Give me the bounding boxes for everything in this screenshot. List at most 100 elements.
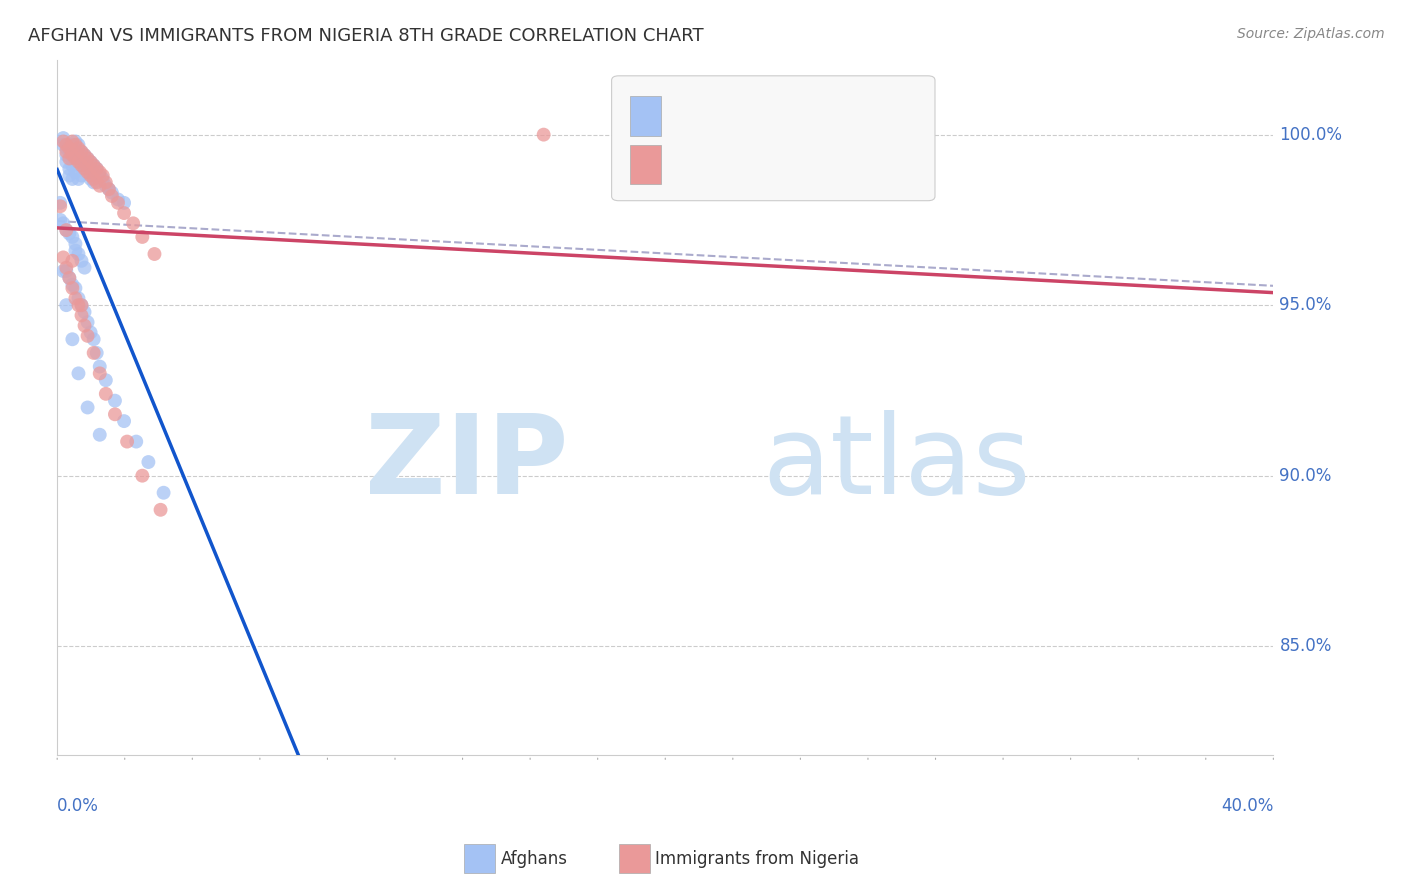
Point bbox=[58, 169, 80, 183]
Point bbox=[67, 155, 90, 169]
Point bbox=[52, 264, 75, 278]
Point bbox=[70, 155, 93, 169]
Point bbox=[70, 145, 93, 159]
Point bbox=[58, 141, 80, 155]
Point bbox=[112, 195, 135, 210]
Point bbox=[60, 332, 83, 346]
Point bbox=[76, 165, 98, 179]
Point bbox=[79, 155, 101, 169]
Point bbox=[143, 247, 166, 261]
Point bbox=[70, 298, 93, 312]
Point bbox=[79, 155, 101, 169]
Point bbox=[55, 145, 77, 159]
Point bbox=[73, 318, 96, 333]
Point bbox=[60, 152, 83, 166]
Point bbox=[67, 367, 90, 381]
Point bbox=[60, 277, 83, 292]
Point bbox=[83, 172, 105, 186]
Point bbox=[60, 172, 83, 186]
Point bbox=[55, 148, 77, 162]
Text: R =: R = bbox=[669, 153, 709, 171]
Point bbox=[55, 223, 77, 237]
Text: atlas: atlas bbox=[762, 409, 1031, 516]
Point bbox=[70, 158, 93, 172]
Text: 0.394: 0.394 bbox=[706, 153, 762, 171]
Point bbox=[58, 271, 80, 285]
Point bbox=[115, 434, 138, 449]
Point bbox=[55, 137, 77, 152]
Point bbox=[60, 148, 83, 162]
Point bbox=[89, 359, 111, 374]
Point bbox=[73, 161, 96, 176]
Point bbox=[131, 468, 153, 483]
Point bbox=[70, 169, 93, 183]
Point bbox=[94, 373, 117, 387]
Text: 0.176: 0.176 bbox=[706, 101, 762, 119]
Point bbox=[101, 189, 124, 203]
Text: ZIP: ZIP bbox=[364, 409, 568, 516]
Point bbox=[55, 141, 77, 155]
Point bbox=[131, 230, 153, 244]
Point bbox=[49, 195, 72, 210]
Point bbox=[83, 175, 105, 189]
Point bbox=[97, 182, 120, 196]
Point bbox=[73, 161, 96, 176]
Text: Afghans: Afghans bbox=[501, 850, 568, 868]
Point bbox=[58, 227, 80, 241]
Point bbox=[89, 165, 111, 179]
Point bbox=[107, 195, 129, 210]
Text: 90.0%: 90.0% bbox=[1279, 467, 1331, 484]
Point bbox=[52, 135, 75, 149]
Point bbox=[79, 172, 101, 186]
Point bbox=[76, 401, 98, 415]
Point bbox=[58, 152, 80, 166]
Text: 40.0%: 40.0% bbox=[1220, 797, 1274, 815]
Point bbox=[76, 329, 98, 343]
Text: R =: R = bbox=[669, 101, 709, 119]
Point bbox=[65, 135, 87, 149]
Point bbox=[91, 172, 114, 186]
Point bbox=[76, 165, 98, 179]
Point bbox=[60, 158, 83, 172]
Point bbox=[65, 244, 87, 258]
Point bbox=[86, 161, 108, 176]
Point bbox=[70, 145, 93, 159]
Text: 100.0%: 100.0% bbox=[1279, 126, 1343, 144]
Point bbox=[94, 387, 117, 401]
Point bbox=[83, 158, 105, 172]
Point bbox=[58, 145, 80, 159]
Text: 74: 74 bbox=[807, 101, 832, 119]
Point bbox=[58, 161, 80, 176]
Text: 55: 55 bbox=[807, 153, 832, 171]
Point bbox=[65, 291, 87, 305]
Point bbox=[67, 172, 90, 186]
Point bbox=[104, 393, 127, 408]
Point bbox=[76, 152, 98, 166]
Point bbox=[55, 264, 77, 278]
Text: 95.0%: 95.0% bbox=[1279, 296, 1331, 314]
Point bbox=[79, 326, 101, 340]
Point bbox=[101, 186, 124, 200]
Point bbox=[73, 260, 96, 275]
Point bbox=[76, 315, 98, 329]
Point bbox=[67, 158, 90, 172]
Point bbox=[89, 178, 111, 193]
Point bbox=[112, 206, 135, 220]
Point bbox=[65, 137, 87, 152]
Point bbox=[65, 165, 87, 179]
Point bbox=[67, 298, 90, 312]
Point bbox=[73, 148, 96, 162]
Point bbox=[65, 281, 87, 295]
Text: N =: N = bbox=[761, 101, 813, 119]
Point bbox=[122, 216, 145, 230]
Point bbox=[52, 137, 75, 152]
Point bbox=[55, 260, 77, 275]
Point bbox=[49, 213, 72, 227]
Point bbox=[52, 216, 75, 230]
Text: 85.0%: 85.0% bbox=[1279, 637, 1331, 656]
Point bbox=[94, 175, 117, 189]
Point bbox=[55, 298, 77, 312]
Point bbox=[97, 182, 120, 196]
Point bbox=[52, 251, 75, 265]
Point bbox=[67, 141, 90, 155]
